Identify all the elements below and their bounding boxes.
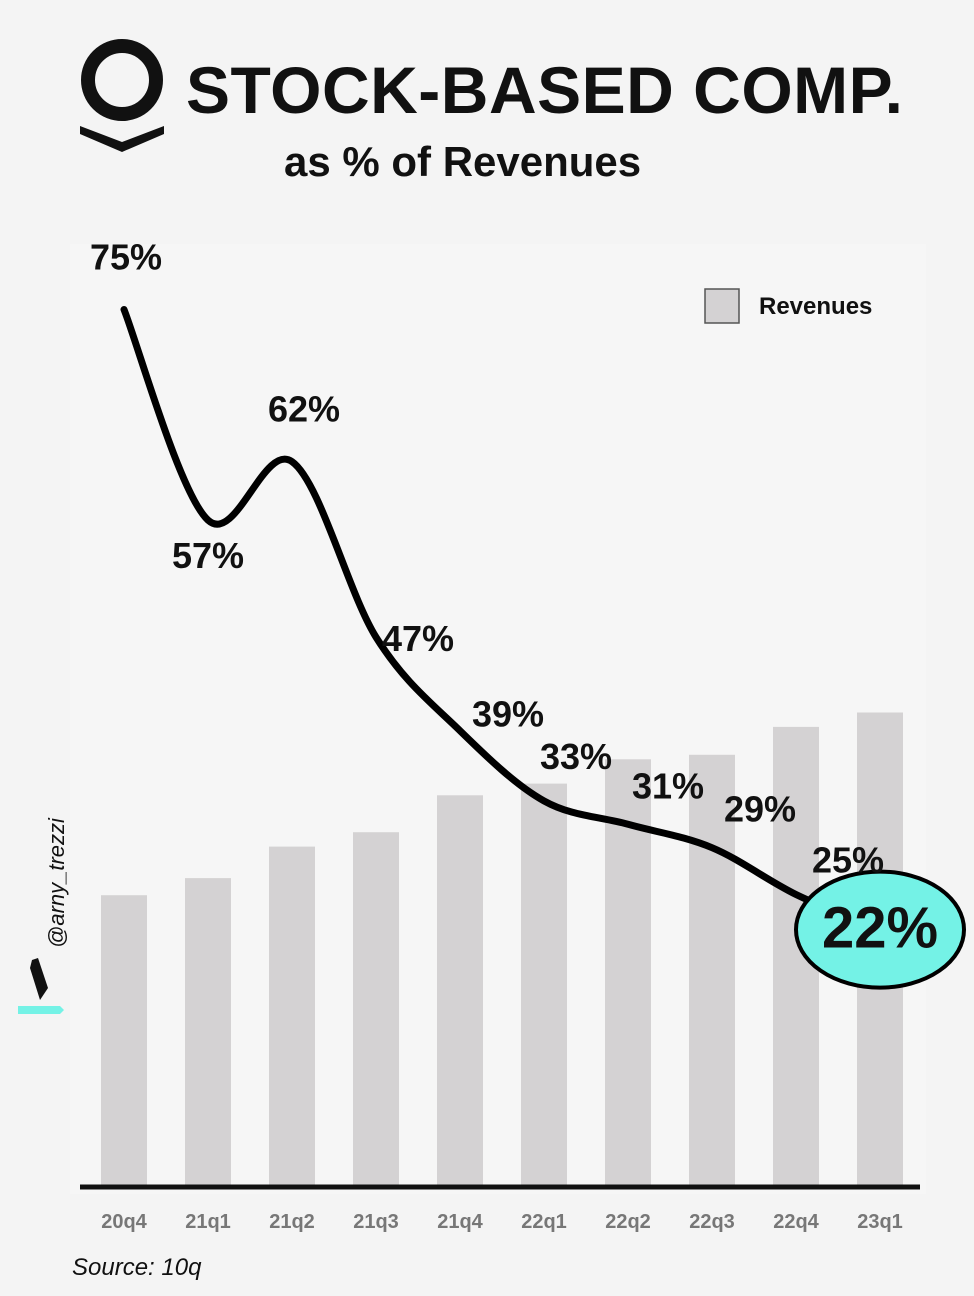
- line-data-label: 33%: [540, 736, 612, 777]
- line-data-label: 25%: [812, 840, 884, 881]
- x-tick-label: 23q1: [857, 1211, 903, 1233]
- sbc-line: [120, 306, 884, 934]
- legend-label-revenues: Revenues: [759, 293, 872, 320]
- revenue-bar: [437, 795, 483, 1185]
- x-tick-label: 22q1: [521, 1211, 567, 1233]
- x-tick-label: 22q4: [773, 1211, 819, 1233]
- x-tick-labels: 20q4 21q1 21q2 21q3 21q4 22q1 22q2 22q3 22q4 23q1: [101, 1211, 903, 1233]
- x-tick-label: 22q3: [689, 1211, 735, 1233]
- line-data-label: 31%: [632, 765, 704, 806]
- pen-nib-icon: [18, 958, 64, 1014]
- revenue-bar: [269, 846, 315, 1185]
- chart-title: STOCK-BASED COMP.: [186, 53, 904, 127]
- x-tick-label: 22q2: [605, 1211, 651, 1233]
- palantir-logo: [80, 39, 164, 152]
- header: STOCK-BASED COMP. as % of Revenues: [0, 0, 974, 200]
- x-tick-label: 21q1: [185, 1211, 231, 1233]
- revenue-bar: [521, 783, 567, 1185]
- line-data-label: 47%: [382, 618, 454, 659]
- revenue-bar: [689, 754, 735, 1185]
- revenue-bar: [353, 832, 399, 1185]
- x-tick-label: 21q4: [437, 1211, 483, 1233]
- revenue-bars: [101, 712, 903, 1185]
- x-tick-label: 21q2: [269, 1211, 315, 1233]
- line-data-label: 29%: [724, 789, 796, 830]
- x-tick-label: 20q4: [101, 1211, 147, 1233]
- legend: Revenues: [704, 288, 872, 324]
- highlight-ellipse: [794, 869, 966, 990]
- line-data-label: 57%: [172, 535, 244, 576]
- revenue-bar: [101, 895, 147, 1185]
- x-tick-label: 21q3: [353, 1211, 399, 1233]
- line-data-label: 62%: [268, 389, 340, 430]
- line-data-labels: 75% 57% 62% 47% 39%33% 31% 29% 25% 22%: [90, 237, 938, 961]
- watermark: [18, 780, 70, 1020]
- line-data-label: 22%: [822, 896, 938, 961]
- line-data-label: 75%: [90, 237, 162, 278]
- watermark-handle: @arny_trezzi: [44, 818, 69, 948]
- legend-swatch-revenues: [704, 288, 740, 324]
- source-note: Source: 10q: [72, 1254, 202, 1281]
- revenue-bar: [185, 878, 231, 1185]
- chart-subtitle: as % of Revenues: [284, 138, 642, 185]
- line-data-label: 39%: [472, 694, 544, 735]
